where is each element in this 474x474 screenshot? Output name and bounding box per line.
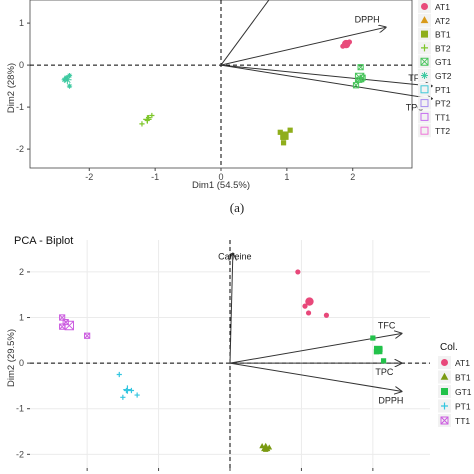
panel-2-arrow-label: TFC xyxy=(378,320,396,330)
panel-2-y-tick-label: -1 xyxy=(16,404,24,414)
panel-1-centroid-gt2 xyxy=(63,75,72,84)
panel-1-arrow-label: TPC xyxy=(406,103,425,113)
panel-2-legend-label: BT1 xyxy=(455,373,471,383)
panel-1-legend-key-bt1 xyxy=(421,30,428,38)
panel-2-centroid-pt1 xyxy=(123,385,132,394)
panel-2-point-pt1 xyxy=(116,371,122,378)
panel-2-legend-label: PT1 xyxy=(455,402,471,412)
panel-1-point-bt2 xyxy=(139,121,145,127)
panel-2-legend-title: Col. xyxy=(440,342,458,353)
panel-1-point-gt2 xyxy=(66,83,73,89)
panel-1-centroid-gt1 xyxy=(354,72,365,83)
panel-1-legend-label: AT2 xyxy=(435,16,450,26)
panel-1-point-gt2 xyxy=(66,73,73,79)
panel-2-legend-label: AT1 xyxy=(455,358,470,368)
panel-1-y-tick-label: -2 xyxy=(16,144,24,154)
panel-2-centroid-bt1 xyxy=(261,442,271,452)
panel-2-chart-title: PCA - Biplot xyxy=(14,235,73,247)
panel-1-arrow-label: DPPH xyxy=(355,14,380,24)
panel-2-point-pt1 xyxy=(123,387,130,394)
panel-1-x-tick-label: -2 xyxy=(85,172,93,182)
panel-2-legend-key-tt1 xyxy=(440,416,449,425)
panel-2-arrow-label: Caffeine xyxy=(218,252,251,262)
panel-1-legend-key-bg xyxy=(418,82,431,96)
panel-1-legend-key-bg xyxy=(418,96,431,110)
panel-2-arrow-label: TPC xyxy=(375,367,394,377)
panel-1-y-tick-label: 1 xyxy=(19,18,24,28)
panel-1-legend-label: TT1 xyxy=(435,112,450,122)
panel-2-loading-arrow xyxy=(230,254,233,364)
panel-1-y-tick-label: -1 xyxy=(16,102,24,112)
panel-2-centroid-gt1 xyxy=(374,345,383,355)
panel-1-legend-key-bt2 xyxy=(421,44,428,52)
panel-2-legend-label: GT1 xyxy=(455,387,472,397)
panel-1-legend-label: AT1 xyxy=(435,2,450,12)
panel-1-centroid-bt2 xyxy=(143,115,152,124)
panel-1-x-tick-label: 1 xyxy=(284,172,289,182)
panel-2-point-pt1 xyxy=(120,394,126,400)
panel-1-legend-label: TT2 xyxy=(435,126,450,136)
panel-2-legend-label: TT1 xyxy=(455,416,470,426)
panel-1-point-bt1 xyxy=(287,127,293,133)
panel-2-point-gt1 xyxy=(380,358,387,364)
panel-2-point-at1 xyxy=(302,303,308,309)
panel-1-arrow-label: TFC xyxy=(408,73,426,83)
panel-1-legend-key-tt2 xyxy=(420,126,429,135)
panel-1-legend-label: BT2 xyxy=(435,43,451,53)
panel-1-centroid-at1 xyxy=(341,39,351,49)
panel-2-legend-key-at1 xyxy=(441,359,448,366)
panel-2-legend-key-bt1 xyxy=(440,372,449,380)
panel-2-y-tick-label: 0 xyxy=(19,358,24,368)
panel-1-point-bt1 xyxy=(280,140,287,146)
panel-1-legend-label: PT2 xyxy=(435,99,451,109)
panel-1-legend-key-at1 xyxy=(421,3,428,10)
panel-1-y-axis-label: Dim2 (28%) xyxy=(6,63,17,113)
panel-2-point-tt1 xyxy=(84,332,91,339)
panel-1-point-gt1 xyxy=(352,82,360,89)
panel-1-legend-key-bg xyxy=(418,110,431,124)
panel-2-centroid-tt1 xyxy=(64,320,74,331)
panel-1-point-gt1 xyxy=(357,64,364,71)
panel-1-loading-arrow xyxy=(220,64,432,86)
panel-1-legend-label: BT1 xyxy=(435,30,451,40)
panel-2-y-tick-label: 2 xyxy=(19,267,24,277)
panel-1-legend-key-gt2 xyxy=(421,72,428,79)
panel-2-point-at1 xyxy=(323,312,330,318)
panel-1-legend-key-at2 xyxy=(420,16,429,24)
panel-1-y-tick-label: 0 xyxy=(19,60,24,70)
panel-2-arrow-label: DPPH xyxy=(378,395,403,405)
panel-1-x-tick-label: -1 xyxy=(151,172,159,182)
panel-2-point-pt1 xyxy=(134,392,140,398)
panel-2-loading-arrow xyxy=(229,362,401,391)
panel-2-point-pt1 xyxy=(128,387,135,394)
panel-2-point-at1 xyxy=(305,310,312,316)
panel-2-y-tick-label: 1 xyxy=(19,313,24,323)
panel-1-legend-key-gt1 xyxy=(420,57,429,66)
panel-2-point-at1 xyxy=(295,269,301,275)
panel-1-loading-arrow xyxy=(220,27,386,66)
panel-1-centroid-bt1 xyxy=(280,131,289,140)
panel-1-legend-key-pt1 xyxy=(420,85,429,94)
panel-2-y-axis-label: Dim2 (29.5%) xyxy=(6,329,17,387)
panel-2-point-gt1 xyxy=(370,335,376,341)
panel-1-legend-label: GT1 xyxy=(435,57,452,67)
panel-2-centroid-at1 xyxy=(305,297,314,306)
subfigure-label: (a) xyxy=(229,200,245,215)
panel-1-legend-key-bg xyxy=(418,124,431,138)
panel-1-loading-arrow xyxy=(220,0,270,66)
panel-1-x-tick-label: 2 xyxy=(350,172,355,182)
panel-2-legend-key-gt1 xyxy=(441,388,448,395)
panel-2-legend-key-pt1 xyxy=(441,402,448,410)
panel-1-legend-label: PT1 xyxy=(435,85,451,95)
panel-1-legend-key-tt1 xyxy=(420,112,429,121)
panel-1-x-axis-label: Dim1 (54.5%) xyxy=(192,180,250,191)
panel-1-point-bt2 xyxy=(149,112,155,119)
panel-1-legend-key-pt2 xyxy=(420,99,429,108)
panel-2-y-tick-label: -2 xyxy=(16,449,24,459)
panel-1-loading-arrow xyxy=(220,64,432,99)
panel-1-point-gt2 xyxy=(63,75,69,81)
panel-1-x-tick-label: 0 xyxy=(218,172,223,182)
panel-1-legend-label: GT2 xyxy=(435,71,452,81)
